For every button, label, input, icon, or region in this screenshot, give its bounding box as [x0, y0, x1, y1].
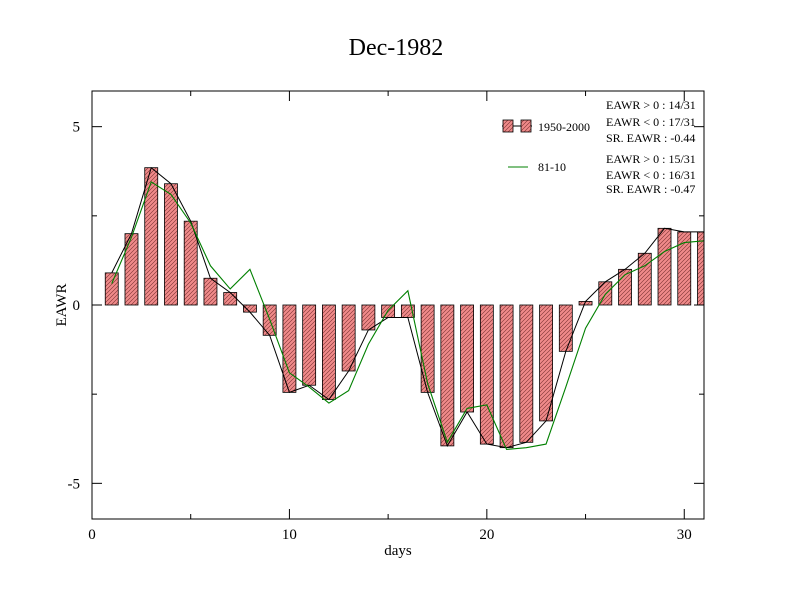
y-axis-label: EAWR: [54, 284, 70, 327]
x-axis-label: days: [384, 543, 412, 559]
stat-negative-1950-2000: EAWR < 0 : 17/31: [606, 115, 696, 129]
y-tick-label: 5: [73, 120, 81, 136]
bar-day-28: [637, 252, 652, 306]
series-line-81-10: [111, 181, 705, 451]
bar-day-31: [697, 231, 705, 306]
legend-label-81-10: 81-10: [538, 160, 566, 174]
bar-day-19: [460, 304, 474, 413]
x-tick-label: 10: [282, 527, 297, 543]
stat-positive-1950-2000: EAWR > 0 : 14/31: [606, 98, 696, 112]
y-tick-label: -5: [68, 476, 81, 492]
chart-title: Dec-1982: [349, 35, 444, 61]
bar-day-3: [144, 167, 159, 306]
bar-day-18: [440, 304, 455, 447]
bar-day-20: [479, 304, 494, 445]
series-line-1950-2000: [111, 166, 704, 449]
stat-sr-1950-2000: SR. EAWR : -0.44: [606, 131, 695, 145]
bar-day-17: [420, 304, 435, 393]
stat-negative-81-10: EAWR < 0 : 16/31: [606, 168, 696, 182]
bar-day-7: [223, 292, 238, 306]
bar-day-11: [302, 304, 317, 386]
legend-label-1950-2000: 1950-2000: [538, 120, 590, 134]
bar-day-2: [124, 233, 139, 306]
bar-day-14: [361, 304, 376, 331]
bar-day-1: [104, 272, 119, 306]
bar-day-21: [499, 304, 514, 449]
x-tick-label: 0: [88, 527, 96, 543]
legend-bar-swatch-right: [520, 119, 532, 133]
bar-day-6: [203, 277, 218, 306]
bar-day-12: [322, 304, 336, 400]
legend-bar-swatch-left: [502, 119, 514, 133]
bar-day-8: [243, 304, 257, 313]
stat-positive-81-10: EAWR > 0 : 15/31: [606, 152, 696, 166]
stats-81-10: EAWR > 0 : 15/31 EAWR < 0 : 16/31 SR. EA…: [606, 152, 696, 196]
bar-day-24: [558, 304, 573, 352]
x-tick-label: 20: [479, 527, 494, 543]
legend: 1950-2000 81-10: [502, 119, 590, 174]
bar-day-29: [657, 227, 672, 306]
stat-sr-81-10: SR. EAWR : -0.47: [606, 182, 695, 196]
stats-1950-2000: EAWR > 0 : 14/31 EAWR < 0 : 17/31 SR. EA…: [606, 98, 696, 145]
bar-day-22: [519, 304, 534, 443]
y-tick-label: 0: [73, 298, 81, 314]
x-tick-label: 30: [677, 527, 692, 543]
